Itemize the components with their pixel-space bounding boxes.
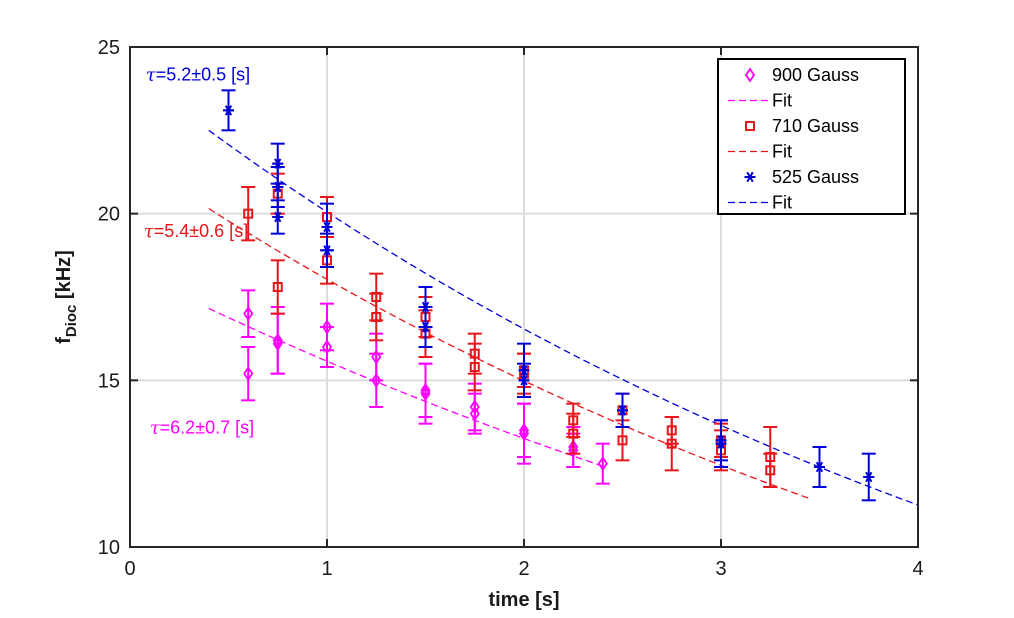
y-tick-label: 10 xyxy=(98,537,120,559)
data-points xyxy=(221,89,876,502)
y-axis-label: fDioc [kHz] xyxy=(53,250,80,344)
x-tick-label: 1 xyxy=(321,558,332,580)
point-marker xyxy=(272,158,284,169)
x-tick-label: 3 xyxy=(715,558,726,580)
legend-fit-label-1: Fit xyxy=(772,142,792,162)
data-point-0 xyxy=(595,442,610,485)
data-point-1 xyxy=(664,416,679,445)
point-marker xyxy=(617,405,628,416)
y-tick-label: 15 xyxy=(98,370,120,392)
point-marker xyxy=(765,452,776,462)
tau-symbol: τ xyxy=(150,418,161,439)
point-marker xyxy=(814,461,825,473)
data-point-2 xyxy=(861,452,876,502)
legend-box xyxy=(717,58,906,215)
data-point-2 xyxy=(221,89,236,132)
y-axis-label-sub: Dioc xyxy=(63,305,80,338)
y-axis-label-main: f xyxy=(53,337,75,344)
point-marker xyxy=(617,435,628,446)
point-marker xyxy=(223,105,234,116)
tau-annotations: τ=5.2±0.5 [s]τ=5.4±0.6 [s]τ=6.2±0.7 [s] xyxy=(144,64,254,438)
tau-symbol: τ xyxy=(146,64,157,85)
tau-value: =5.2±0.5 [s] xyxy=(156,64,250,84)
data-point-1 xyxy=(467,332,482,375)
axis-ticks: 0 1 2 3 4 10 15 20 25 xyxy=(98,37,924,580)
point-marker xyxy=(272,211,284,223)
data-point-0 xyxy=(241,289,256,338)
tau-value: =5.4±0.6 [s] xyxy=(154,221,248,241)
tau-annotation-0: τ=5.2±0.5 [s] xyxy=(146,64,250,85)
point-marker xyxy=(863,471,875,483)
data-point-1 xyxy=(270,259,285,315)
legend-label-0: 900 Gauss xyxy=(772,65,859,85)
data-point-2 xyxy=(270,142,285,185)
data-point-1 xyxy=(566,402,581,438)
tau-annotation-1: τ=5.4±0.6 [s] xyxy=(144,221,248,242)
legend-marker-2 xyxy=(744,171,756,183)
fit-curve-1 xyxy=(208,208,810,500)
point-marker xyxy=(469,399,480,415)
x-tick-label: 2 xyxy=(518,558,529,580)
y-tick-label: 25 xyxy=(98,37,120,59)
tau-value: =6.2±0.7 [s] xyxy=(160,418,254,438)
point-marker xyxy=(420,301,431,313)
data-point-1 xyxy=(763,426,778,488)
point-marker xyxy=(272,282,283,292)
tau-annotation-2: τ=6.2±0.7 [s] xyxy=(150,418,254,439)
data-point-2 xyxy=(320,202,334,252)
x-axis-label: time [s] xyxy=(488,589,559,611)
legend-fit-label-0: Fit xyxy=(772,91,792,111)
legend-marker-1 xyxy=(745,121,755,131)
point-marker xyxy=(371,292,382,302)
x-tick-label: 0 xyxy=(124,558,135,580)
point-marker xyxy=(243,208,254,219)
data-point-2 xyxy=(714,419,728,462)
x-tick-label: 4 xyxy=(912,558,923,580)
data-point-2 xyxy=(517,342,531,398)
legend-label-1: 710 Gauss xyxy=(772,116,859,136)
data-point-0 xyxy=(467,382,482,432)
point-marker xyxy=(420,382,431,398)
point-marker xyxy=(243,306,254,322)
data-point-0 xyxy=(517,402,531,458)
data-point-0 xyxy=(320,302,334,352)
point-marker xyxy=(518,422,530,438)
y-axis-label-unit: [kHz] xyxy=(53,250,75,304)
point-marker xyxy=(597,456,608,472)
data-point-0 xyxy=(241,346,256,402)
point-marker xyxy=(371,349,382,365)
point-marker xyxy=(666,425,677,436)
legend-fit-label-2: Fit xyxy=(772,193,792,213)
y-tick-label: 20 xyxy=(98,204,120,226)
data-point-0 xyxy=(418,362,433,418)
tau-symbol: τ xyxy=(144,221,155,242)
data-point-2 xyxy=(418,286,433,328)
legend-marker-0 xyxy=(744,67,756,83)
point-marker xyxy=(715,435,727,446)
point-marker xyxy=(371,372,382,388)
point-marker xyxy=(568,415,579,426)
point-marker xyxy=(518,365,530,376)
point-marker xyxy=(321,319,333,335)
point-marker xyxy=(321,221,333,233)
data-point-2 xyxy=(812,446,827,488)
data-point-1 xyxy=(369,272,384,322)
data-point-1 xyxy=(241,186,256,242)
legend-label-2: 525 Gauss xyxy=(772,167,859,187)
data-point-2 xyxy=(615,392,630,428)
point-marker xyxy=(321,339,333,355)
point-marker xyxy=(469,348,480,359)
point-marker xyxy=(243,366,254,382)
legend: 900 Gauss Fit 710 Gauss Fit 525 Gauss Fit xyxy=(717,58,906,215)
point-marker xyxy=(272,332,283,348)
